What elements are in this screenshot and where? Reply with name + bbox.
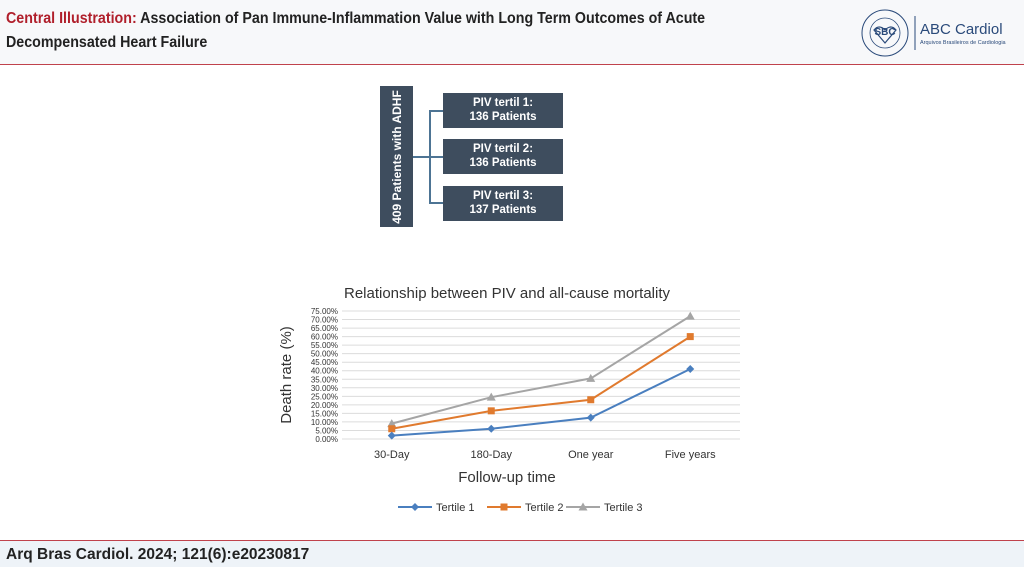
y-tick-label: 0.00% <box>315 435 338 444</box>
x-tick-label: 180-Day <box>470 449 512 461</box>
y-tick-label: 20.00% <box>311 401 338 410</box>
legend-label: Tertile 1 <box>436 502 475 514</box>
y-tick-label: 60.00% <box>311 333 338 342</box>
x-tick-label: One year <box>568 449 614 461</box>
y-tick-label: 70.00% <box>311 316 338 325</box>
data-point <box>685 311 695 320</box>
title-text: Association of Pan Immune-Inflammation V… <box>6 10 706 51</box>
legend-label: Tertile 2 <box>525 502 564 514</box>
y-tick-label: 75.00% <box>311 307 338 316</box>
root-box: 409 Patients with ADHF <box>380 86 413 227</box>
chart-title: Relationship between PIV and all-cause m… <box>344 285 671 302</box>
data-point <box>487 424 496 433</box>
y-tick-label: 55.00% <box>311 341 338 350</box>
y-tick-label: 15.00% <box>311 409 338 418</box>
citation: Arq Bras Cardiol. 2024; 121(6):e20230817 <box>6 546 310 563</box>
connector <box>429 110 443 112</box>
footer: Arq Bras Cardiol. 2024; 121(6):e20230817 <box>0 540 1024 567</box>
data-point <box>686 365 695 374</box>
tertile-box-3: PIV tertil 3: 137 Patients <box>443 186 563 221</box>
connector <box>413 156 430 158</box>
data-point <box>586 373 596 382</box>
data-point <box>387 419 397 428</box>
tertile-box-2: PIV tertil 2: 136 Patients <box>443 139 563 174</box>
tertile-box-1: PIV tertil 1: 136 Patients <box>443 93 563 128</box>
page-title: Central Illustration: Association of Pan… <box>6 7 742 55</box>
legend-marker <box>500 503 508 511</box>
journal-name: ABC Cardiol <box>920 21 1003 38</box>
y-tick-label: 25.00% <box>311 392 338 401</box>
data-point <box>586 413 595 422</box>
x-tick-label: 30-Day <box>374 449 410 461</box>
journal-logo: SBC ABC Cardiol Arquivos Brasileiros de … <box>858 8 1018 58</box>
legend-label: Tertile 3 <box>604 502 643 514</box>
data-point <box>587 396 595 404</box>
y-tick-label: 10.00% <box>311 418 338 427</box>
connector <box>429 156 443 158</box>
sbc-seal-icon: SBC ABC Cardiol Arquivos Brasileiros de … <box>861 9 1007 57</box>
x-tick-label: Five years <box>665 449 716 461</box>
svg-text:SBC: SBC <box>874 27 895 38</box>
series-line-tertile-1 <box>391 368 691 437</box>
data-point <box>388 425 396 433</box>
y-tick-label: 5.00% <box>315 426 338 435</box>
y-axis-label: Death rate (%) <box>278 326 295 424</box>
data-point <box>387 431 396 440</box>
title-prefix: Central Illustration: <box>6 10 137 27</box>
legend-marker <box>578 502 588 511</box>
y-tick-label: 40.00% <box>311 367 338 376</box>
data-point <box>487 407 495 415</box>
data-point <box>686 333 694 341</box>
y-tick-label: 30.00% <box>311 384 338 393</box>
series-line-tertile-2 <box>391 335 691 430</box>
x-axis-label: Follow-up time <box>458 469 556 486</box>
legend-marker <box>411 503 419 511</box>
y-tick-label: 50.00% <box>311 350 338 359</box>
series-line-tertile-3 <box>391 315 691 425</box>
data-point <box>486 392 496 401</box>
journal-subtitle: Arquivos Brasileiros de Cardiologia <box>920 40 1007 46</box>
header: Central Illustration: Association of Pan… <box>0 0 1024 65</box>
y-tick-label: 45.00% <box>311 358 338 367</box>
connector <box>429 202 443 204</box>
y-tick-label: 65.00% <box>311 324 338 333</box>
y-tick-label: 35.00% <box>311 375 338 384</box>
